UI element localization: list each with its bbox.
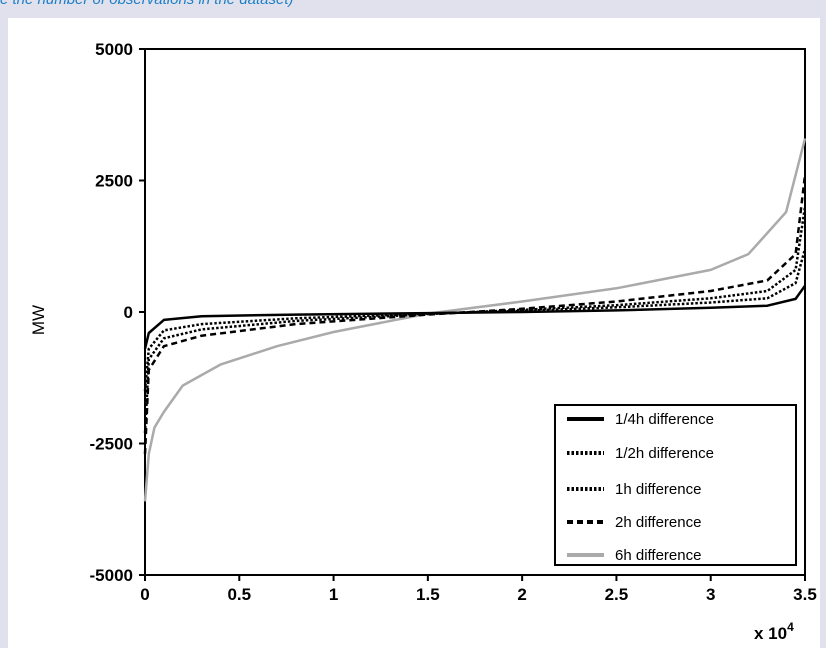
series-line xyxy=(143,206,807,434)
y-axis-label: MW xyxy=(29,305,48,335)
x-tick-label: 2 xyxy=(517,585,526,604)
legend-entry: 1/4h difference xyxy=(615,411,714,428)
x-tick-label: 0.5 xyxy=(227,585,251,604)
y-tick-label: -2500 xyxy=(90,435,133,454)
x-tick-label: 2.5 xyxy=(605,585,629,604)
series-line xyxy=(143,248,807,392)
y-tick-label: 2500 xyxy=(95,172,133,191)
series-line xyxy=(143,284,807,350)
series-lines xyxy=(143,138,807,502)
series-line xyxy=(143,138,807,502)
x-tick-label: 3 xyxy=(706,585,715,604)
legend-entry: 2h difference xyxy=(615,514,701,531)
chart-panel: 0 0.5 1 1.5 2 2.5 3 3.5 5000 2500 0 -2500 -5000 MW x… xyxy=(8,18,820,648)
legend-entry: 6h difference xyxy=(615,547,701,564)
y-tick-label: -5000 xyxy=(90,566,133,585)
x-tick-label: 0 xyxy=(140,585,149,604)
legend-entry: 1/2h difference xyxy=(615,445,714,462)
line-chart: 0 0.5 1 1.5 2 2.5 3 3.5 5000 2500 0 -2500 -5000 MW x… xyxy=(29,40,817,643)
x-tick-label: 3.5 xyxy=(793,585,817,604)
y-tick-label: 5000 xyxy=(95,40,133,59)
legend-entry: 1h difference xyxy=(615,481,701,498)
x-multiplier-label: x 104 xyxy=(754,620,794,643)
y-tick-label: 0 xyxy=(124,303,133,322)
x-multiplier-base: x 10 xyxy=(754,624,787,643)
x-tick-label: 1.5 xyxy=(416,585,440,604)
axis-ticks: 0 0.5 1 1.5 2 2.5 3 3.5 5000 2500 0 -2500 -5000 xyxy=(90,40,817,604)
x-tick-label: 1 xyxy=(329,585,338,604)
chart-legend: 1/4h difference 1/2h difference 1h differe… xyxy=(554,404,797,566)
chart-caption: e the number of observations in the data… xyxy=(0,0,294,8)
legend-box xyxy=(554,404,797,566)
x-multiplier-exponent: 4 xyxy=(787,620,794,634)
